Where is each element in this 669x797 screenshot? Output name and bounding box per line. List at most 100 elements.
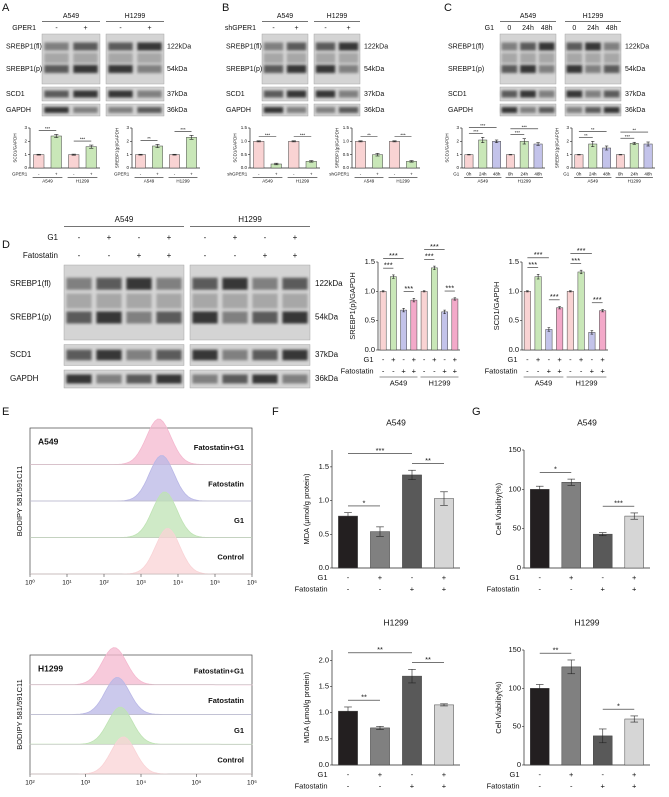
- condition-name: shGPER1: [225, 25, 256, 32]
- blot-band: [315, 107, 336, 113]
- blot-smear: [126, 293, 152, 309]
- y-tick-label: 0.0: [241, 165, 248, 170]
- condition-label: +: [442, 781, 447, 790]
- condition-label: -: [570, 584, 573, 593]
- error-bar: [409, 160, 414, 163]
- condition-label: -: [433, 366, 436, 375]
- y-tick-label: 100: [508, 484, 521, 493]
- error-bar: [155, 144, 160, 148]
- cell-header: A549: [277, 13, 293, 20]
- group-label: H1299: [628, 179, 642, 184]
- bar: [68, 154, 80, 169]
- condition-label: -: [293, 171, 295, 176]
- group-label: H1299: [575, 379, 597, 388]
- cell-header: H1299: [125, 13, 146, 20]
- condition-label: +: [263, 251, 268, 260]
- condition-label: -: [539, 584, 542, 593]
- condition-name: G1: [317, 573, 327, 582]
- condition-label: +: [569, 770, 574, 779]
- blot-band: [501, 90, 518, 98]
- band-kda: 37kDa: [167, 91, 187, 98]
- condition-label: +: [442, 573, 447, 582]
- error-bar: [256, 140, 261, 143]
- error-bar: [344, 512, 352, 520]
- bar: [624, 718, 644, 766]
- bar: [372, 154, 383, 169]
- condition-label: -: [569, 366, 572, 375]
- condition-label: -: [548, 355, 551, 364]
- blot-band: [44, 90, 69, 98]
- y-tick-label: 1.0: [509, 286, 519, 295]
- condition-label: -: [526, 355, 529, 364]
- condition-label: 48h: [644, 171, 652, 176]
- y-tick-label: 1.5: [319, 462, 329, 471]
- blot-smear: [603, 53, 620, 63]
- significance-text: **: [361, 693, 367, 702]
- group-label: H1299: [428, 379, 450, 388]
- condition-label: -: [347, 781, 350, 790]
- y-tick-label: 1: [24, 152, 27, 157]
- y-axis-label: MDA (μmol/g protein): [302, 473, 311, 545]
- condition-label: +: [557, 355, 562, 364]
- significance-text: **: [591, 127, 595, 132]
- condition-label: 0h: [466, 171, 472, 176]
- group-label: A549: [535, 379, 553, 388]
- condition-label: -: [382, 355, 385, 364]
- band-kda: 37kDa: [364, 91, 384, 98]
- flow-label: G1: [234, 726, 244, 735]
- significance: **: [620, 128, 649, 133]
- condition-label: -: [360, 171, 362, 176]
- blot-smear: [538, 53, 555, 63]
- condition-label: -: [258, 171, 260, 176]
- panel-label: D: [2, 239, 10, 251]
- blot-band: [108, 107, 133, 113]
- bar: [577, 271, 585, 351]
- condition-label: 0h: [618, 171, 624, 176]
- error-bar: [526, 290, 529, 293]
- significance-text: **: [632, 128, 636, 133]
- condition-label: +: [107, 233, 112, 242]
- band-name: SCD1: [448, 91, 467, 98]
- bar: [355, 141, 366, 169]
- condition-label: 48h: [534, 171, 542, 176]
- significance: *: [348, 498, 380, 507]
- condition-label: +: [376, 171, 379, 176]
- cell-header: H1299: [583, 13, 604, 20]
- bar: [152, 145, 163, 169]
- significance: ***: [444, 283, 455, 292]
- blot-band: [538, 90, 555, 98]
- condition-label: +: [536, 355, 541, 364]
- significance: ***: [527, 250, 549, 259]
- condition-label: +: [156, 171, 159, 176]
- condition-name: G1: [509, 770, 519, 779]
- blot-band: [501, 107, 518, 113]
- band-kda: 37kDa: [625, 91, 645, 98]
- bar: [370, 727, 390, 766]
- condition-label: -: [411, 573, 414, 582]
- blot-band: [603, 65, 620, 73]
- blot-smear: [263, 53, 284, 63]
- condition-label: -: [379, 781, 382, 790]
- group-label: H1299: [296, 179, 310, 184]
- error-bar: [535, 684, 544, 693]
- condition-label: -: [580, 366, 583, 375]
- condition-label: -: [379, 584, 382, 593]
- significance: ***: [73, 137, 92, 142]
- bar: [379, 291, 387, 351]
- condition-label: +: [275, 171, 278, 176]
- y-tick-label: 2: [566, 139, 569, 144]
- error-bar: [618, 154, 623, 156]
- significance: **: [412, 456, 444, 465]
- condition-label: 0: [572, 25, 576, 32]
- condition-label: +: [310, 171, 313, 176]
- bar: [253, 141, 265, 169]
- bar: [33, 154, 45, 169]
- group-label: A549: [587, 179, 598, 184]
- error-bar: [392, 140, 397, 143]
- condition-label: -: [204, 251, 207, 260]
- blot-band: [44, 42, 69, 51]
- significance-text: ***: [593, 295, 602, 304]
- y-axis-label: SCD1/GAPDH: [444, 133, 449, 162]
- significance-text: **: [377, 645, 383, 654]
- x-tick-label: 10⁶: [247, 580, 257, 587]
